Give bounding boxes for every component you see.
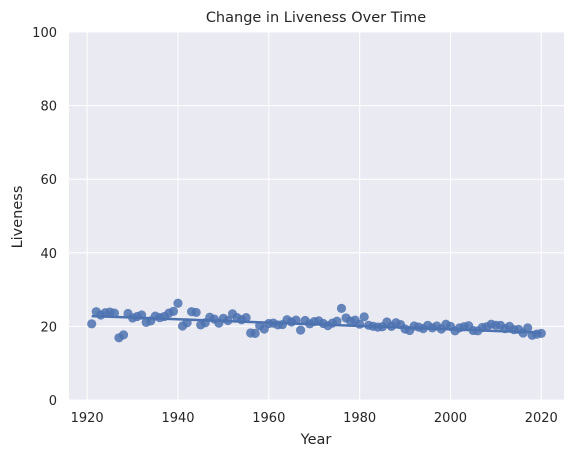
y-tick-label: 80 (40, 100, 57, 115)
x-axis-label: Year (300, 432, 332, 448)
data-point (223, 315, 233, 326)
x-tick-label: 1980 (343, 411, 376, 426)
data-point (359, 312, 369, 322)
y-tick-labels: 0 20 40 60 80 100 (32, 26, 57, 409)
data-point (523, 323, 533, 333)
x-tick-label: 1960 (252, 411, 285, 426)
chart-title: Change in Liveness Over Time (206, 10, 426, 26)
y-axis-label: Liveness (10, 186, 26, 249)
data-point (336, 303, 347, 313)
data-point (137, 310, 147, 320)
data-point (241, 312, 251, 323)
y-tick-label: 20 (40, 320, 57, 335)
data-point (536, 328, 546, 338)
y-tick-label: 40 (40, 247, 57, 262)
data-point (109, 308, 120, 318)
x-tick-label: 1920 (71, 411, 104, 426)
x-tick-label: 1940 (161, 411, 194, 426)
x-tick-labels: 1920 1940 1960 1980 2000 2020 (71, 411, 558, 426)
x-tick-label: 2020 (525, 411, 558, 426)
plot-background (69, 32, 564, 400)
data-point (296, 325, 306, 335)
data-points (87, 298, 546, 343)
data-point (118, 330, 129, 340)
data-point (355, 319, 365, 329)
data-point (191, 307, 201, 318)
y-tick-label: 100 (32, 26, 57, 41)
data-point (168, 306, 179, 316)
data-point (250, 328, 260, 338)
y-tick-label: 0 (49, 394, 57, 409)
data-point (182, 318, 192, 328)
data-point (87, 319, 97, 329)
x-tick-label: 2000 (434, 411, 467, 426)
gridlines (69, 31, 564, 401)
data-point (332, 316, 342, 326)
data-point (291, 315, 301, 325)
y-tick-label: 60 (40, 173, 57, 188)
data-point (173, 298, 183, 308)
